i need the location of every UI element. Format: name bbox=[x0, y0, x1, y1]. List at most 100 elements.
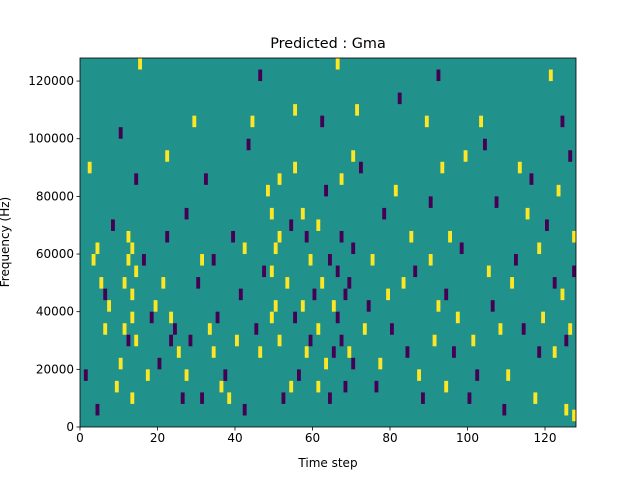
low-value-cell bbox=[343, 288, 348, 301]
low-value-cell bbox=[545, 219, 549, 231]
high-value-cell bbox=[273, 242, 278, 255]
y-axis-label: Frequency (Hz) bbox=[0, 197, 12, 288]
low-value-cell bbox=[339, 334, 344, 347]
high-value-cell bbox=[335, 58, 340, 70]
high-value-cell bbox=[235, 334, 239, 347]
low-value-cell bbox=[359, 161, 363, 174]
high-value-cell bbox=[572, 230, 576, 243]
high-value-cell bbox=[207, 323, 212, 335]
low-value-cell bbox=[200, 392, 204, 404]
low-value-cell bbox=[514, 254, 518, 266]
low-value-cell bbox=[118, 127, 123, 139]
high-value-cell bbox=[126, 230, 131, 243]
low-value-cell bbox=[452, 346, 456, 358]
high-value-cell bbox=[506, 369, 511, 381]
high-value-cell bbox=[300, 207, 305, 220]
low-value-cell bbox=[444, 288, 449, 301]
high-value-cell bbox=[122, 323, 127, 335]
low-value-cell bbox=[173, 323, 177, 335]
low-value-cell bbox=[339, 230, 344, 243]
low-value-cell bbox=[188, 334, 193, 347]
high-value-cell bbox=[316, 380, 321, 393]
low-value-cell bbox=[502, 403, 507, 416]
x-tick-label: 120 bbox=[534, 431, 557, 445]
low-value-cell bbox=[331, 346, 336, 358]
high-value-cell bbox=[517, 161, 522, 174]
low-value-cell bbox=[111, 219, 115, 231]
high-value-cell bbox=[138, 58, 142, 70]
low-value-cell bbox=[467, 392, 472, 404]
high-value-cell bbox=[277, 334, 282, 347]
high-value-cell bbox=[285, 277, 290, 289]
low-value-cell bbox=[180, 392, 185, 404]
low-value-cell bbox=[413, 265, 418, 278]
low-value-cell bbox=[169, 334, 173, 347]
low-value-cell bbox=[297, 369, 301, 381]
high-value-cell bbox=[393, 184, 398, 197]
high-value-cell bbox=[331, 300, 336, 312]
high-value-cell bbox=[134, 334, 139, 347]
y-tick-label: 120000 bbox=[28, 74, 74, 88]
high-value-cell bbox=[537, 242, 542, 255]
high-value-cell bbox=[572, 409, 576, 422]
high-value-cell bbox=[409, 230, 414, 243]
low-value-cell bbox=[459, 242, 464, 255]
high-value-cell bbox=[293, 161, 297, 174]
low-value-cell bbox=[374, 380, 379, 393]
heatmap-cells bbox=[83, 58, 576, 422]
high-value-cell bbox=[304, 346, 309, 358]
high-value-cell bbox=[300, 300, 305, 312]
low-value-cell bbox=[494, 196, 499, 208]
low-value-cell bbox=[564, 334, 569, 347]
high-value-cell bbox=[200, 254, 204, 266]
high-value-cell bbox=[114, 380, 119, 393]
high-value-cell bbox=[525, 207, 530, 220]
plot-area bbox=[79, 57, 577, 428]
low-value-cell bbox=[537, 346, 542, 358]
y-tick-label: 0 bbox=[66, 420, 74, 434]
high-value-cell bbox=[211, 346, 216, 358]
low-value-cell bbox=[204, 173, 208, 185]
high-value-cell bbox=[192, 115, 197, 128]
high-value-cell bbox=[118, 357, 123, 370]
y-tick-label: 80000 bbox=[36, 189, 74, 203]
high-value-cell bbox=[564, 403, 569, 416]
low-value-cell bbox=[521, 323, 526, 335]
high-value-cell bbox=[401, 277, 406, 289]
high-value-cell bbox=[134, 265, 139, 278]
x-tick-label: 80 bbox=[382, 431, 397, 445]
low-value-cell bbox=[382, 207, 387, 220]
high-value-cell bbox=[417, 369, 421, 381]
low-value-cell bbox=[246, 138, 251, 151]
low-value-cell bbox=[351, 242, 356, 255]
high-value-cell bbox=[250, 115, 255, 128]
high-value-cell bbox=[386, 288, 390, 301]
low-value-cell bbox=[572, 265, 576, 278]
chart-title: Predicted : Gma bbox=[270, 36, 386, 52]
low-value-cell bbox=[351, 357, 356, 370]
low-value-cell bbox=[490, 300, 495, 312]
plot-frame bbox=[79, 57, 577, 428]
plot-background bbox=[80, 58, 576, 427]
y-tick-label: 40000 bbox=[36, 305, 74, 319]
low-value-cell bbox=[165, 230, 170, 243]
y-tick-label: 100000 bbox=[28, 132, 74, 146]
low-value-cell bbox=[238, 288, 243, 301]
high-value-cell bbox=[440, 161, 445, 174]
high-value-cell bbox=[99, 277, 104, 289]
high-value-cell bbox=[479, 115, 483, 128]
high-value-cell bbox=[130, 392, 135, 404]
high-value-cell bbox=[91, 254, 96, 266]
high-value-cell bbox=[362, 323, 367, 335]
low-value-cell bbox=[103, 288, 108, 301]
low-value-cell bbox=[83, 369, 88, 381]
low-value-cell bbox=[242, 403, 247, 416]
low-value-cell bbox=[231, 230, 235, 243]
high-value-cell bbox=[227, 392, 232, 404]
low-value-cell bbox=[149, 311, 154, 324]
high-value-cell bbox=[103, 323, 108, 335]
x-tick-label: 40 bbox=[227, 431, 242, 445]
y-tick-label: 20000 bbox=[36, 362, 74, 376]
high-value-cell bbox=[130, 288, 135, 301]
high-value-cell bbox=[448, 230, 452, 243]
